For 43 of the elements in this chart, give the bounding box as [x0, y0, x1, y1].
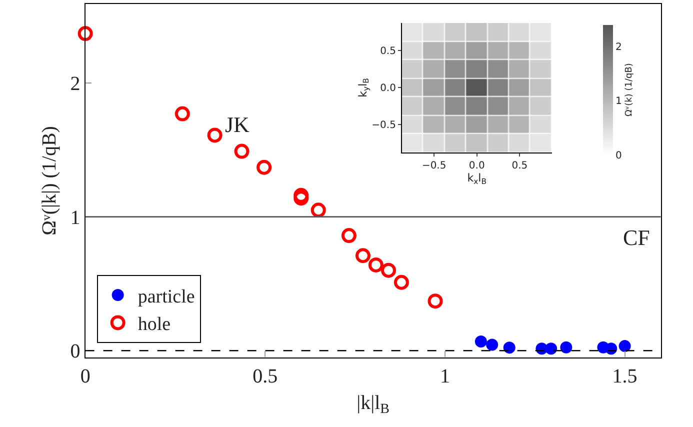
y-tick-label: 0.0 [380, 83, 396, 94]
x-axis-title: k$_{x}$l$_{B}$ [467, 171, 487, 186]
point [368, 257, 384, 272]
x-axis-title: |k|l$_{B}$ [356, 392, 390, 418]
point [503, 342, 516, 354]
point [474, 336, 487, 348]
annotation: CF [623, 225, 650, 250]
point [545, 342, 558, 355]
y-tick-label: 0.5 [380, 46, 396, 58]
color-bar-title: Ωᵛ(k) (1/qB) [624, 63, 635, 116]
x-tick-label: 1.5 [612, 365, 638, 388]
x-tick-label: 0.0 [468, 160, 485, 172]
point [78, 26, 93, 42]
x-tick-label: 1 [440, 365, 450, 388]
point [310, 202, 326, 218]
point [234, 144, 250, 159]
annotation: JK [225, 112, 250, 137]
point [294, 190, 309, 206]
x-tick-label: −0.5 [422, 160, 446, 172]
point [428, 294, 443, 309]
y-tick-label: −0.5 [372, 120, 396, 132]
legend-label: particle [138, 286, 195, 308]
legend-label: hole [138, 314, 171, 336]
point [355, 248, 370, 264]
point [294, 188, 309, 203]
point [618, 340, 631, 352]
point [560, 341, 572, 354]
point [394, 274, 409, 290]
y-tick-label: 0 [70, 340, 80, 363]
point [256, 160, 272, 175]
point [486, 338, 498, 351]
color-bar-label: 1 [616, 96, 622, 108]
y-tick-label: 1 [70, 206, 80, 229]
x-tick-label: 0.5 [252, 365, 278, 388]
color-bar-label: 0 [616, 150, 622, 162]
y-tick-label: 2 [70, 73, 80, 96]
color-bar-label: 2 [616, 42, 622, 53]
x-tick-label: 0.5 [512, 160, 528, 172]
y-axis-title: Ωᵛ(|k|) (1/qB) [38, 126, 61, 236]
point [341, 228, 356, 244]
point [381, 262, 396, 278]
point [174, 106, 190, 122]
point [207, 128, 222, 143]
